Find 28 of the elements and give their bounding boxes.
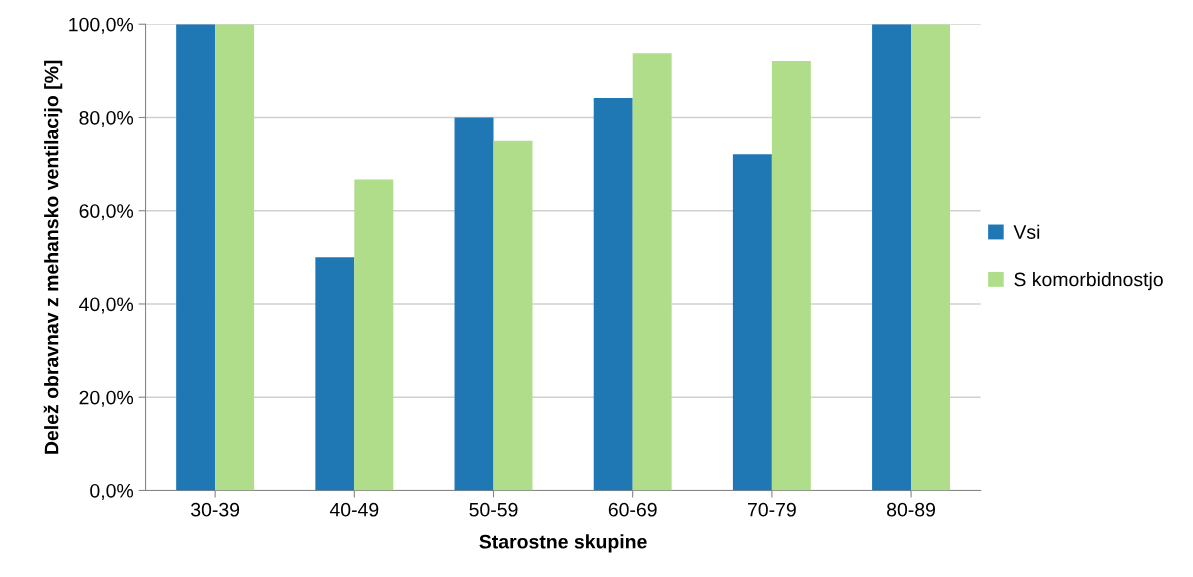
y-tick-label: 80,0% <box>79 110 134 128</box>
y-tick-label: 100,0% <box>69 17 134 34</box>
x-tick-label: 80-89 <box>887 502 935 517</box>
bar <box>632 53 672 491</box>
y-axis-title: Delež obravnav z mehansko ventilacijo [%] <box>43 60 63 454</box>
bar <box>176 24 216 491</box>
x-tick-label: 50-59 <box>469 502 518 517</box>
y-tick-label: 0,0% <box>90 483 134 500</box>
x-tick-label: 60-69 <box>608 502 657 517</box>
bar <box>493 140 533 491</box>
bar <box>215 24 255 491</box>
bar <box>354 179 394 491</box>
bar <box>771 61 811 491</box>
bar <box>732 154 772 491</box>
bar <box>315 257 355 491</box>
bar <box>911 24 951 491</box>
bar <box>593 97 633 491</box>
legend-label: Vsi <box>1013 224 1040 239</box>
y-tick-label: 40,0% <box>79 297 134 314</box>
bar <box>872 24 912 491</box>
x-axis-title: Starostne skupine <box>479 534 647 553</box>
x-tick-label: 40-49 <box>329 502 379 517</box>
y-tick-label: 60,0% <box>79 204 134 221</box>
y-tick-label: 20,0% <box>79 390 134 407</box>
legend-label: S komorbidnostjo <box>1014 272 1163 291</box>
bar <box>454 117 494 491</box>
x-tick-label: 70-79 <box>748 502 796 517</box>
x-tick-label: 30-39 <box>191 502 240 517</box>
